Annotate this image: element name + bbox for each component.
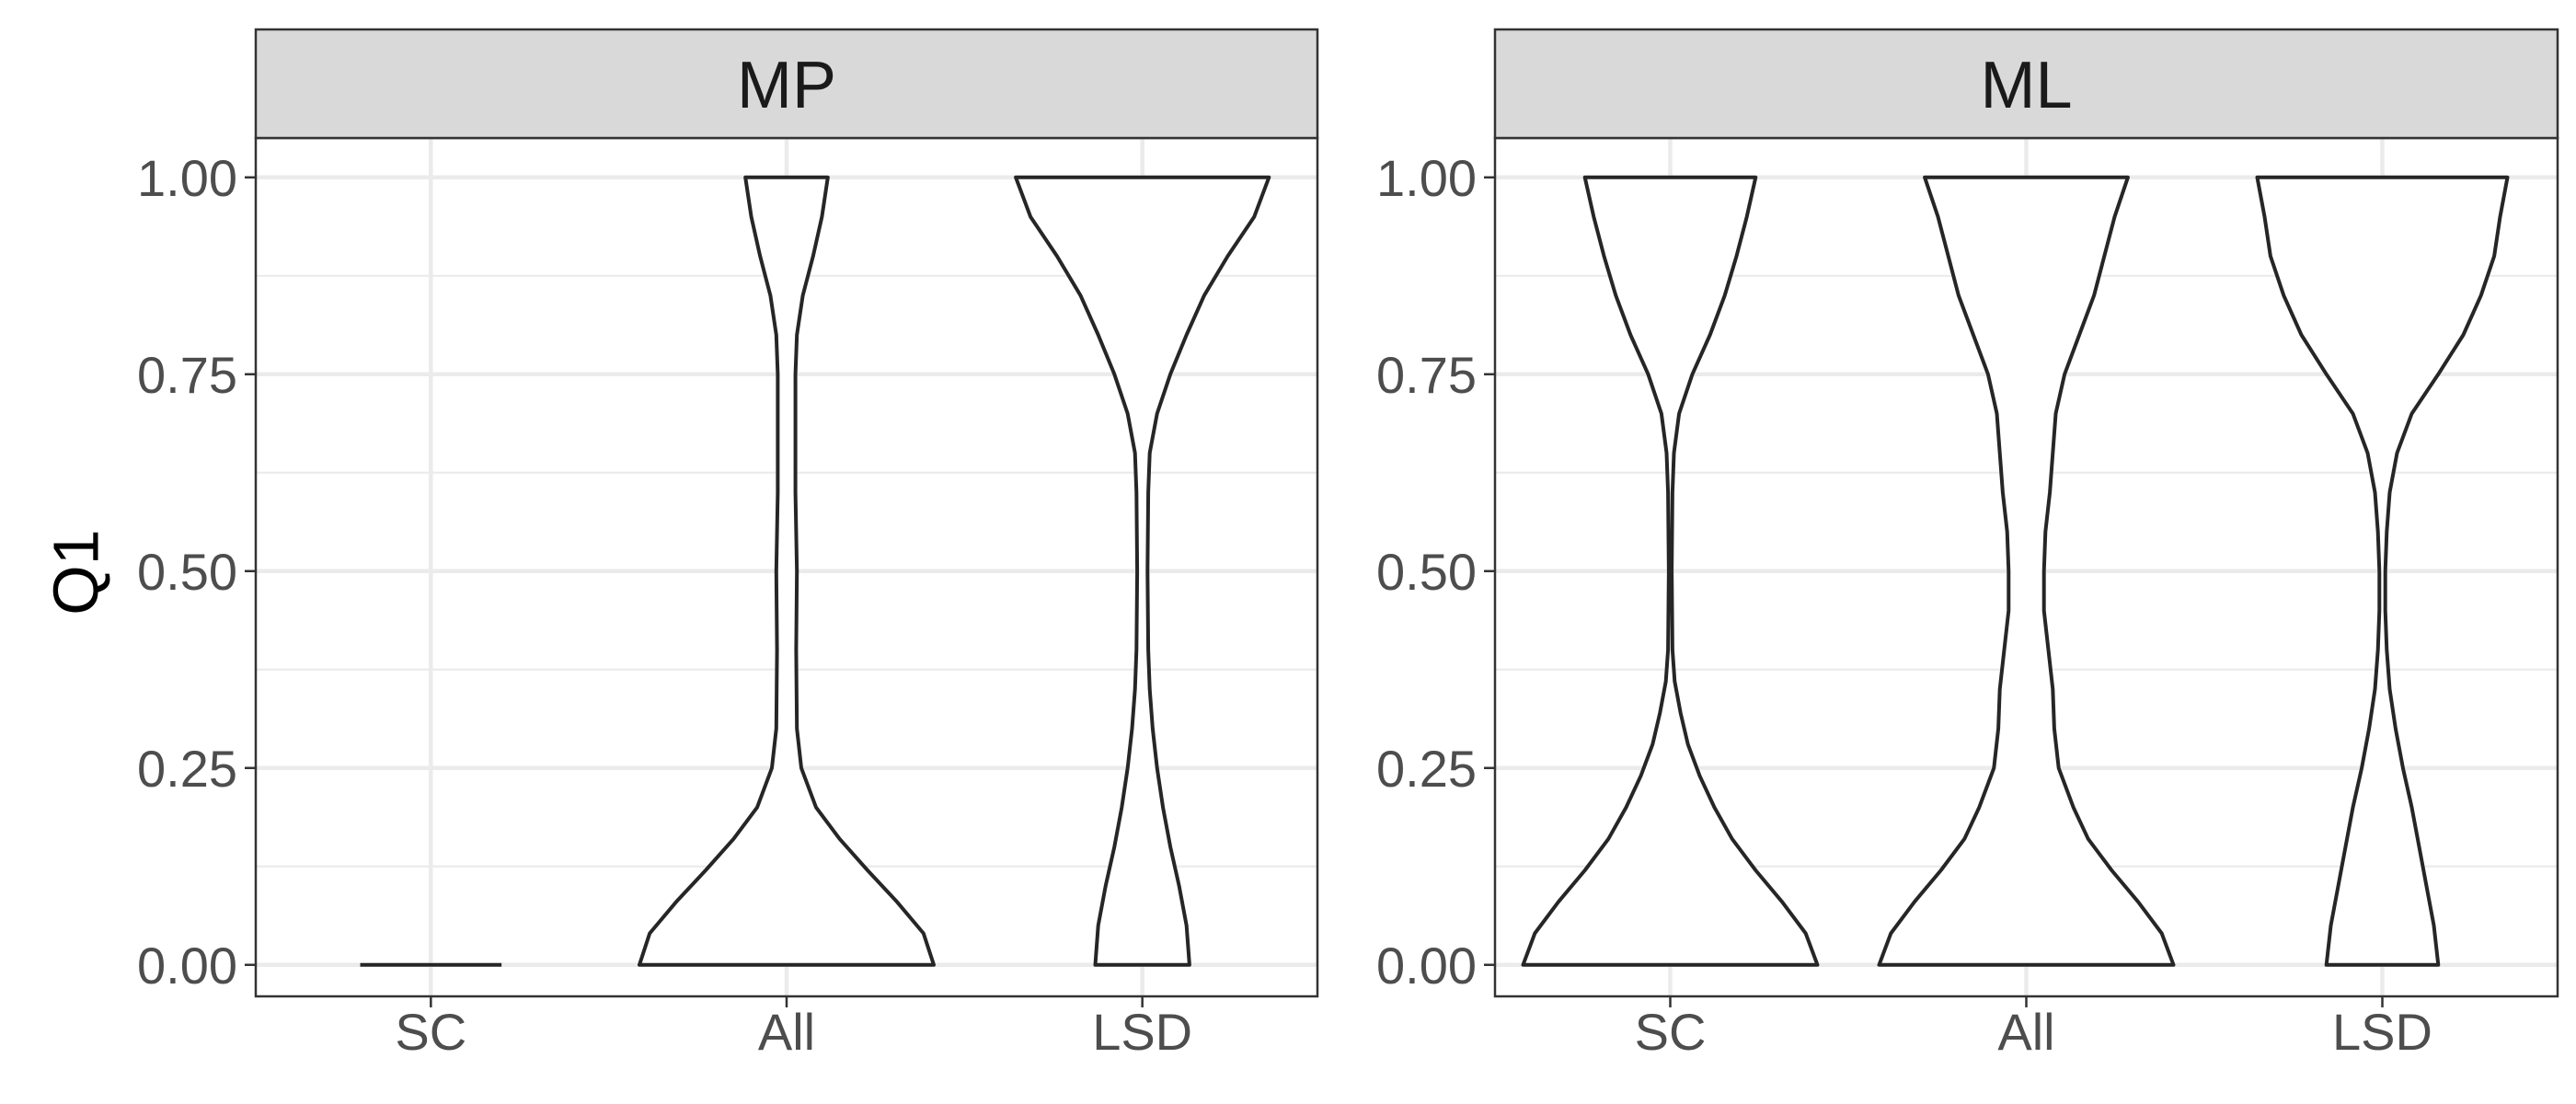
facet-strip xyxy=(254,28,1319,140)
facet-strip-label: ML xyxy=(1980,49,2072,122)
x-tick-label: All xyxy=(758,1003,815,1061)
violin-ml-sc xyxy=(1521,175,1820,967)
violin-ml-lsd xyxy=(2255,175,2510,967)
x-tick-label: SC xyxy=(395,1003,466,1061)
panel-mp: MP 0.00 0.25 0.50 0.75 1.00 SC All LSD xyxy=(137,28,1319,1061)
y-tick-label: 1.00 xyxy=(137,149,237,207)
y-tick-label: 0.00 xyxy=(1376,937,1477,995)
x-tick-label: All xyxy=(1997,1003,2054,1061)
y-tick-label: 0.00 xyxy=(137,937,237,995)
violin-mp-lsd xyxy=(1014,175,1271,967)
x-tick-label: SC xyxy=(1635,1003,1707,1061)
y-axis-title: Q1 xyxy=(40,529,112,615)
violin-mp-all xyxy=(638,175,936,967)
y-tick-label: 0.25 xyxy=(137,740,237,798)
facet-strip xyxy=(1493,28,2559,140)
x-tick-label: LSD xyxy=(1092,1003,1192,1061)
panel-ml: ML 0.00 0.25 0.50 0.75 1.00 SC All LSD xyxy=(1376,28,2559,1061)
y-tick-label: 0.50 xyxy=(1376,543,1477,601)
y-tick-label: 0.75 xyxy=(137,346,237,404)
facet-strip-label: MP xyxy=(737,49,836,122)
y-tick-label: 1.00 xyxy=(1376,149,1477,207)
y-tick-label: 0.75 xyxy=(1376,346,1477,404)
violin-ml-all xyxy=(1877,175,2176,967)
y-tick-label: 0.25 xyxy=(1376,740,1477,798)
y-tick-label: 0.50 xyxy=(137,543,237,601)
x-tick-label: LSD xyxy=(2332,1003,2432,1061)
